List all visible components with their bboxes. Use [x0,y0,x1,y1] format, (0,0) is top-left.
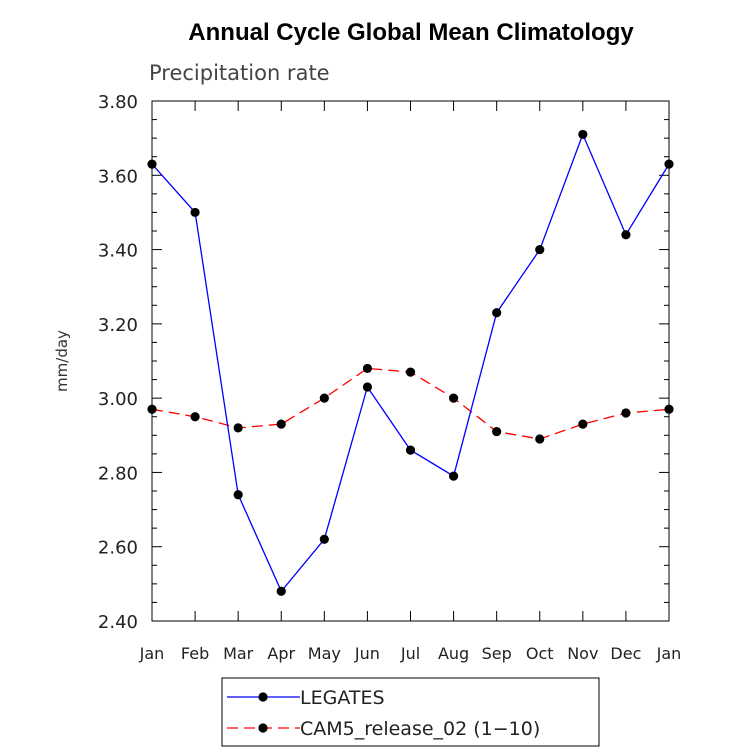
data-point-cam5 [535,434,545,444]
x-tick-label: Aug [438,644,469,663]
data-point-cam5 [276,419,286,429]
data-point-cam5 [492,426,502,437]
y-tick-label: 3.80 [98,92,138,113]
data-point-cam5 [233,423,243,433]
data-point-legates [405,445,416,455]
data-point-cam5 [405,367,416,377]
y-tick-label: 3.20 [98,315,138,336]
x-tick-label: Nov [567,644,598,663]
data-point-cam5 [190,412,200,422]
y-tick-label: 3.60 [98,166,138,187]
chart-subtitle: Precipitation rate [149,61,330,85]
data-point-cam5 [621,408,631,418]
data-point-legates [276,586,286,596]
y-tick-label: 2.40 [98,612,138,633]
data-point-legates [448,471,459,481]
x-tick-label: Sep [482,644,512,663]
x-tick-label: Dec [610,644,641,663]
legend-label: LEGATES [300,687,385,709]
data-point-legates [233,490,243,500]
data-point-legates [190,207,200,218]
x-tick-label: Jan [656,644,682,663]
data-point-cam5 [448,393,459,403]
y-tick-label: 3.00 [98,389,138,410]
y-tick-label: 2.80 [98,463,138,484]
data-point-legates [535,244,545,255]
data-point-cam5 [362,363,373,374]
data-point-legates [362,382,373,392]
data-point-cam5 [664,404,674,414]
x-tick-label: Apr [267,644,295,663]
data-point-legates [578,129,588,140]
data-point-legates [492,308,502,318]
chart-title: Annual Cycle Global Mean Climatology [188,19,634,46]
data-point-legates [319,534,329,544]
x-tick-label: Jul [400,644,420,663]
data-point-legates [147,159,157,169]
legend-box [221,677,600,747]
data-point-cam5 [147,404,157,414]
legend-label: CAM5_release_02 (1−10) [300,718,540,740]
plot-area: 2.40 2.60 2.80 3.00 3.20 3.40 3.60 3.80 Jan Feb Ma… [98,92,681,663]
series-line-cam5 [151,367,670,440]
y-tick-label: 3.40 [98,241,138,262]
x-tick-label: May [308,644,341,663]
y-tick-label: 2.60 [98,538,138,559]
data-point-legates [621,230,631,240]
data-point-cam5 [319,393,329,403]
data-point-cam5 [578,419,588,429]
x-tick-label: Jun [354,644,380,663]
legend-marker [258,723,268,733]
y-axis-label: mm/day [53,330,71,392]
plot-frame [151,100,670,622]
x-tick-label: Oct [526,644,554,663]
x-tick-label: Mar [223,644,254,663]
series-line-legates [151,132,670,593]
data-point-legates [664,159,674,169]
legend-marker [258,692,268,702]
x-tick-label: Feb [181,644,209,663]
x-tick-label: Jan [139,644,165,663]
legend: LEGATES CAM5_release_02 (1−10) [221,677,600,747]
